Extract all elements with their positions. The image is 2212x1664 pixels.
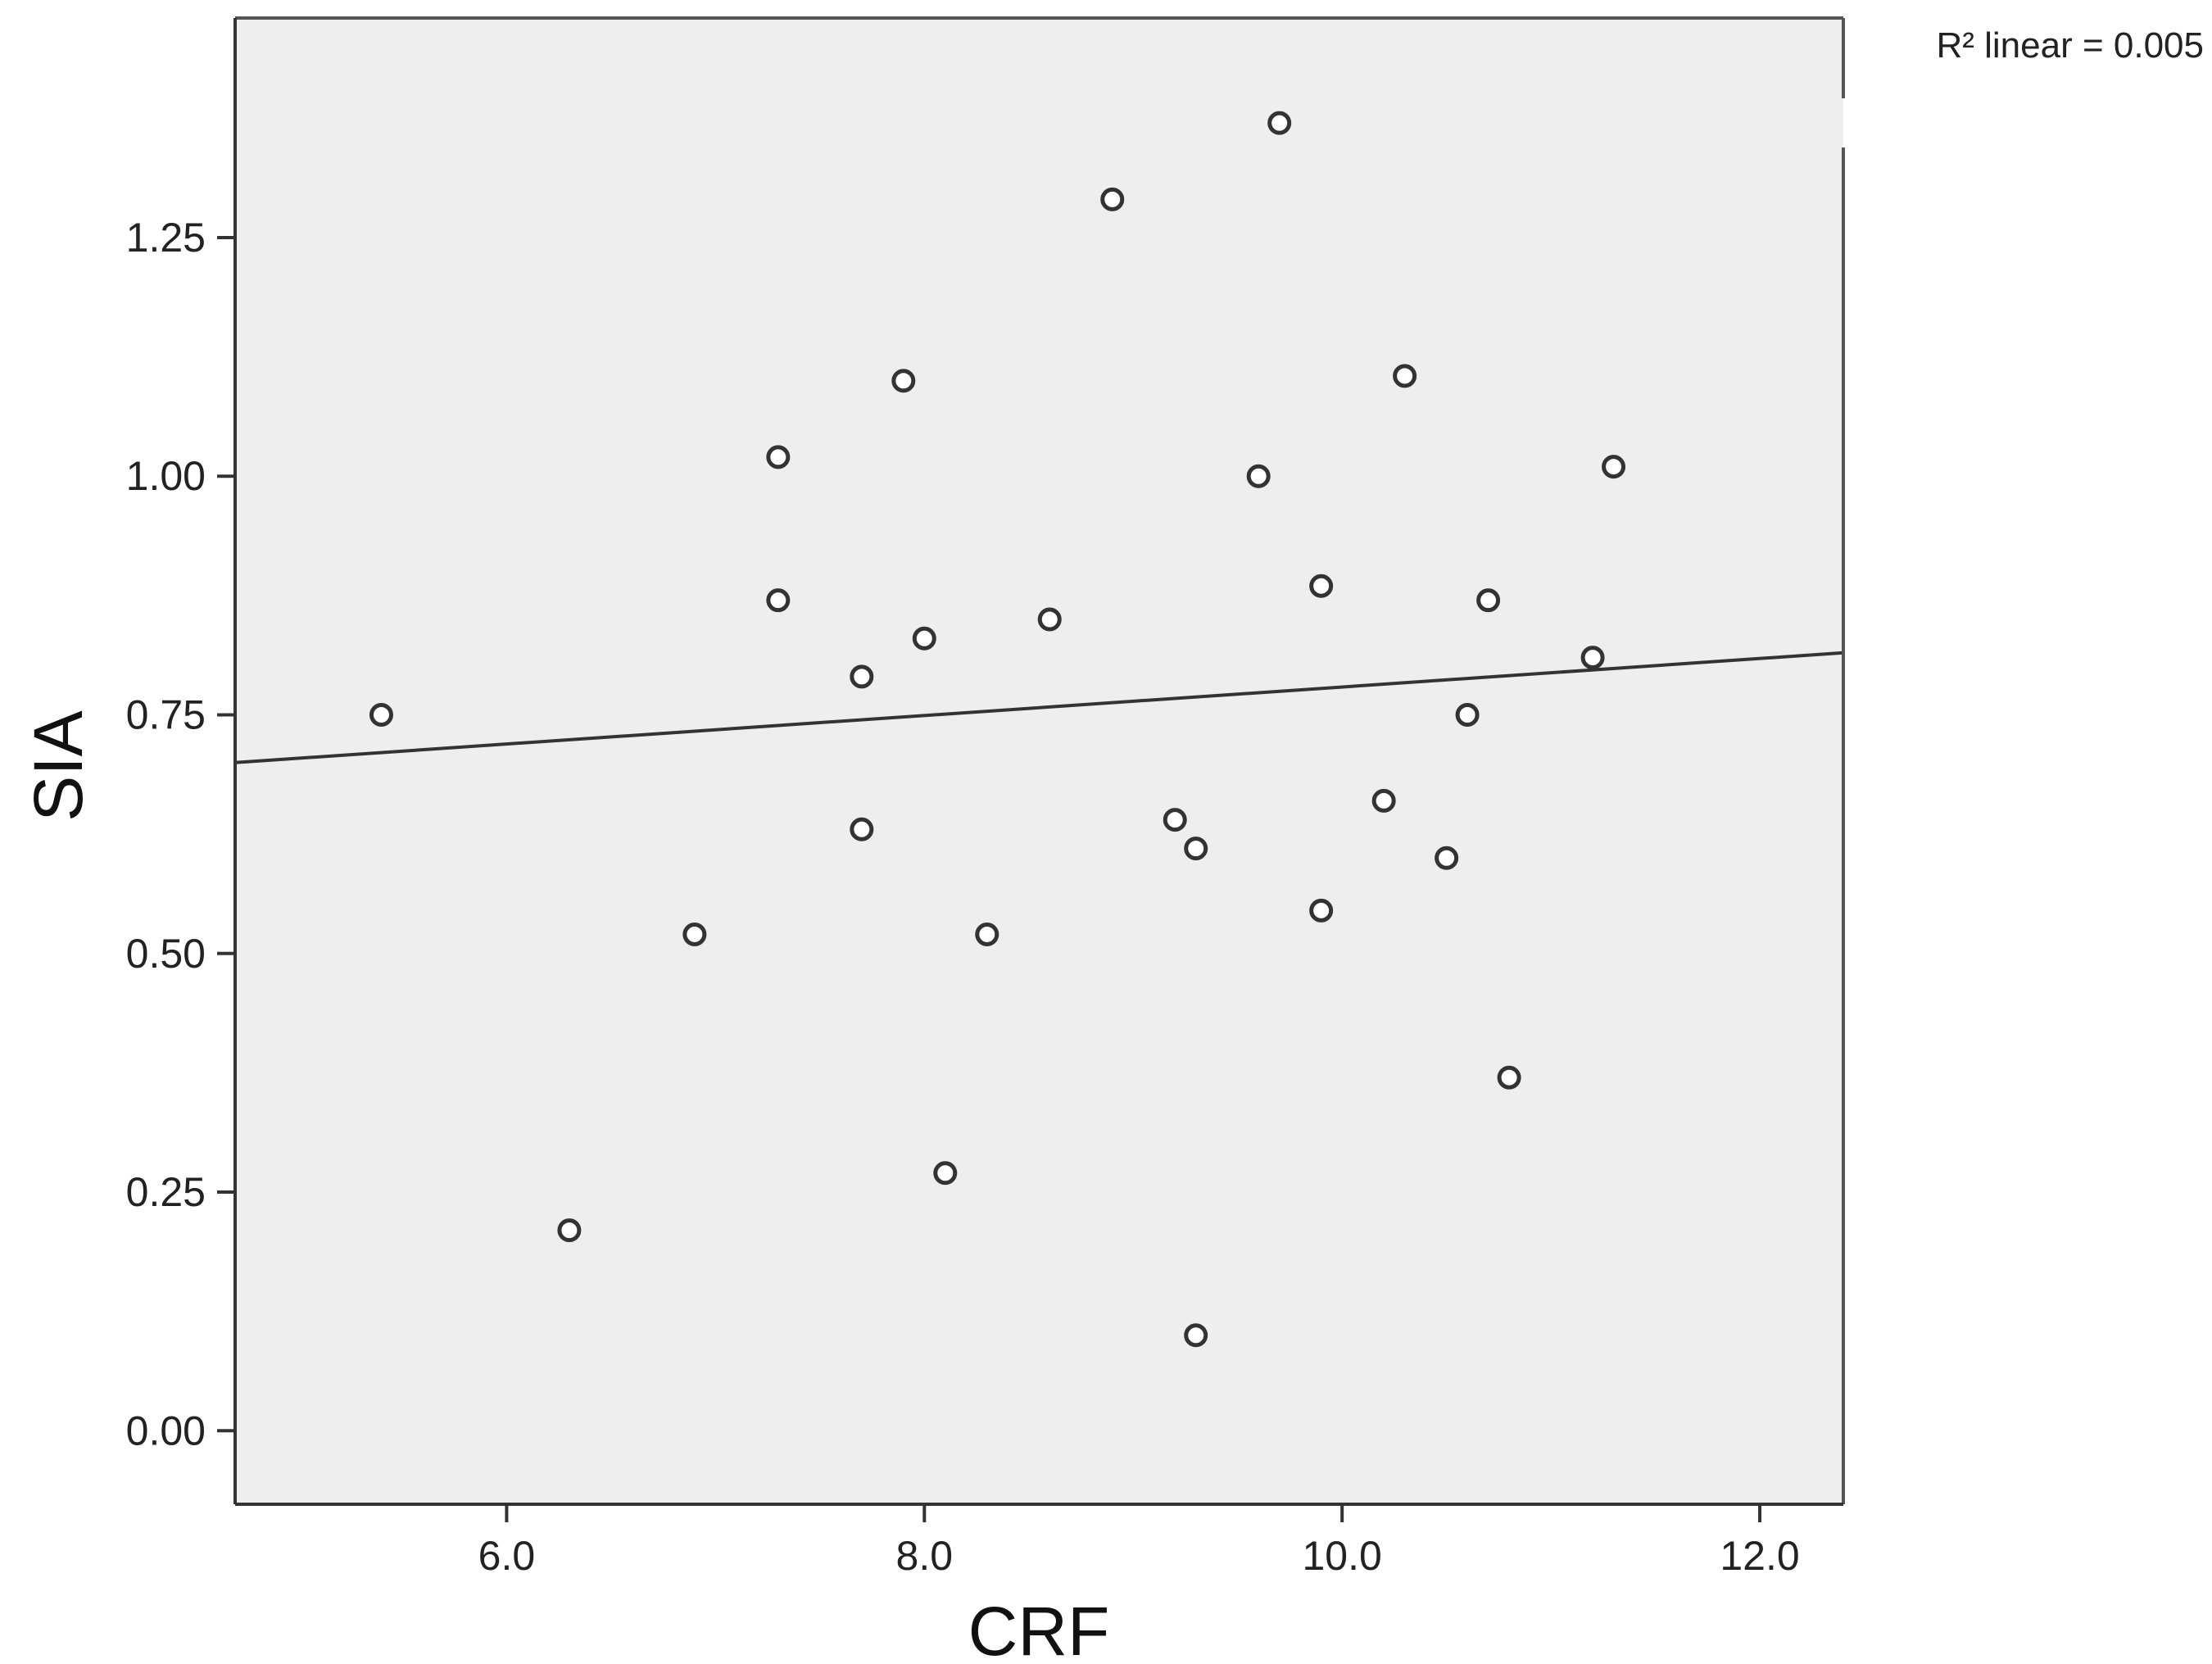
scatter-point bbox=[1455, 702, 1480, 727]
scatter-point bbox=[1393, 364, 1417, 388]
plot-area bbox=[235, 18, 1843, 1504]
scatter-point bbox=[891, 369, 916, 393]
scatter-point bbox=[850, 817, 874, 841]
r-squared-annotation: R² linear = 0.005 bbox=[1936, 25, 2204, 66]
points-layer bbox=[369, 111, 1626, 1348]
x-axis-title: CRF bbox=[968, 1593, 1110, 1664]
scatter-point bbox=[975, 922, 999, 946]
scatter-point bbox=[1497, 1065, 1521, 1090]
regression-line bbox=[234, 651, 1844, 764]
scatter-point bbox=[1100, 187, 1125, 211]
x-axis-ticks: 6.0 8.0 10.0 12.0 bbox=[478, 1504, 1800, 1579]
x-tick-label: 8.0 bbox=[896, 1533, 954, 1579]
scatter-point bbox=[766, 445, 791, 469]
scatter-point bbox=[1037, 607, 1062, 632]
scatter-point bbox=[557, 1218, 582, 1243]
y-tick-label: 0.50 bbox=[126, 931, 206, 977]
scatter-point bbox=[682, 922, 707, 946]
scatter-point bbox=[1309, 898, 1334, 923]
scatter-point bbox=[1184, 1323, 1208, 1348]
scatter-point bbox=[1435, 846, 1459, 870]
y-tick-label: 0.00 bbox=[126, 1408, 206, 1453]
scatter-point bbox=[369, 702, 393, 727]
x-tick-label: 12.0 bbox=[1720, 1533, 1799, 1579]
y-axis-title: SIA bbox=[20, 710, 97, 821]
y-tick-label: 0.75 bbox=[126, 691, 206, 737]
y-tick-label: 1.00 bbox=[126, 453, 206, 499]
fit-line-layer bbox=[234, 651, 1844, 764]
scatter-point bbox=[933, 1161, 958, 1186]
scatter-point bbox=[1580, 646, 1605, 670]
scatter-point bbox=[912, 626, 936, 651]
scatter-point bbox=[1476, 588, 1501, 613]
scatter-point bbox=[766, 588, 791, 613]
scatter-point bbox=[1602, 455, 1626, 479]
y-tick-label: 1.25 bbox=[126, 215, 206, 261]
scatter-point bbox=[1309, 574, 1334, 598]
scatter-point bbox=[1163, 808, 1187, 832]
scatter-point bbox=[1246, 464, 1271, 488]
scatter-point bbox=[850, 664, 874, 689]
y-axis-ticks: 0.00 0.25 0.50 0.75 1.00 1.25 bbox=[126, 215, 235, 1453]
x-tick-label: 6.0 bbox=[478, 1533, 536, 1579]
scatter-point bbox=[1371, 788, 1396, 813]
y-tick-label: 0.25 bbox=[126, 1169, 206, 1215]
scatter-point bbox=[1184, 837, 1208, 861]
x-tick-label: 10.0 bbox=[1302, 1533, 1381, 1579]
scatter-point bbox=[1267, 111, 1292, 135]
